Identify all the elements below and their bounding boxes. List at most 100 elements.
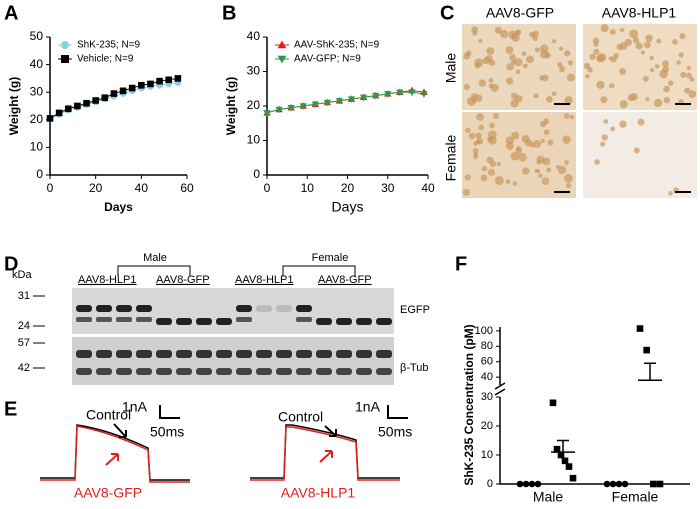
condition-label: AAV8-HLP1 [281,485,356,501]
y-tick-label: 30 [481,391,493,403]
cell [596,80,605,89]
y-tick-label: 10 [30,140,44,154]
cell [558,66,566,73]
row-header: Female [443,134,459,181]
cell [662,65,670,73]
band [116,350,132,358]
cell [649,55,654,61]
cell [627,94,635,102]
cell [533,140,542,148]
micrographs [462,24,697,198]
annotations [105,405,408,466]
marker [347,96,356,103]
cell [506,63,514,71]
cell [564,96,573,105]
marker [569,474,577,482]
scale-current: 1nA [355,399,381,415]
x-tick-label: 0 [264,181,271,195]
cell [663,96,671,104]
cell [593,42,599,47]
cell [486,47,495,56]
cell [534,168,539,173]
group-label: AAV8-GFP [318,274,372,286]
marker [64,105,72,113]
kda-marker: 42 [18,362,30,374]
cell [583,62,591,70]
band [76,350,92,358]
band [196,318,212,325]
band [116,368,132,375]
band [376,368,392,375]
band [336,368,352,375]
cell [562,135,571,144]
cell [635,42,643,50]
marker [46,115,54,122]
cell [473,152,478,157]
cell [688,90,697,99]
row-header: Male [443,53,459,84]
y-tick-label: 20 [481,420,493,432]
band [196,350,212,358]
marker [174,75,182,82]
marker [420,91,428,98]
cell [616,43,624,51]
marker [384,91,392,98]
cell [633,147,640,154]
cell [475,94,483,102]
cell [613,52,620,59]
x-tick-label: 20 [89,181,103,195]
cell [662,60,669,67]
band [376,318,392,325]
cell [608,56,613,61]
cell [521,135,530,144]
cell [557,62,563,68]
legend-label: AAV-GFP; N=9 [294,54,361,65]
kda-marker: 57 [18,337,30,349]
marker [656,480,664,488]
panel-label: A [4,2,18,24]
band [156,350,172,358]
cell [505,136,514,145]
x-tick-label: 30 [381,181,395,195]
y-tick-label: 30 [247,64,261,78]
cell [609,29,616,35]
band [96,317,112,322]
marker [359,94,368,102]
marker [287,104,295,112]
cell [564,50,571,57]
marker [299,103,307,110]
kda-marker: 31 [18,290,30,302]
cell [540,138,545,144]
marker [549,399,557,407]
cell [521,51,527,57]
x-tick-label: 20 [341,181,355,195]
cell [619,120,627,128]
cell [514,30,521,36]
group-label: AAV8-HLP1 [78,274,137,286]
cell [668,80,674,86]
cell [465,127,471,133]
cell [645,97,650,102]
cell [564,173,573,183]
cell [593,48,600,55]
cell [637,118,645,126]
condition-label: AAV8-GFP [74,485,142,501]
cell [538,173,543,178]
column-header: AAV8-HLP1 [602,5,677,21]
cell [676,60,681,65]
band [76,368,92,375]
band [296,317,312,322]
marker [565,463,573,470]
cell [511,131,520,140]
cell [529,31,536,38]
cell [480,174,488,182]
cell [474,62,481,69]
cell [564,160,569,165]
error-bar [644,362,656,381]
band [316,350,332,358]
cell [510,99,519,108]
cell [541,177,550,186]
band [116,305,132,312]
y-tick-label: 0 [487,478,493,490]
y-tick-label: 0 [36,167,43,181]
